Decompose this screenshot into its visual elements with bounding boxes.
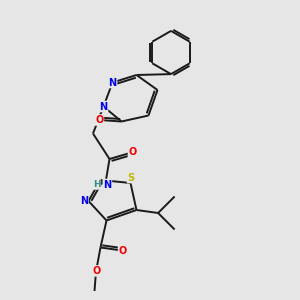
Text: O: O: [128, 147, 137, 158]
Text: N: N: [103, 179, 112, 190]
Text: H: H: [93, 180, 101, 189]
Text: S: S: [128, 172, 135, 183]
Text: N: N: [80, 196, 88, 206]
Text: N: N: [99, 101, 108, 112]
Text: O: O: [95, 115, 103, 125]
Text: O: O: [118, 245, 127, 256]
Text: N: N: [108, 77, 117, 88]
Text: O: O: [92, 266, 101, 276]
